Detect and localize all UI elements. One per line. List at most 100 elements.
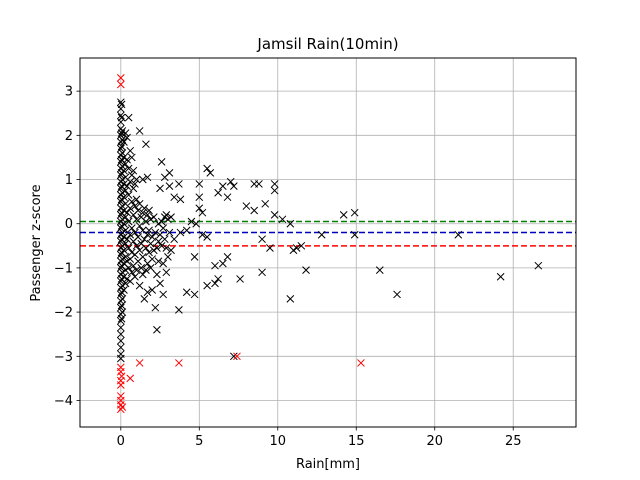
point-normal <box>176 228 185 237</box>
point-normal <box>142 266 150 274</box>
point-outlier <box>116 80 125 89</box>
point-outlier <box>126 374 135 383</box>
point-normal <box>129 184 138 193</box>
point-normal <box>270 180 279 188</box>
y-tick-label: 1 <box>65 173 73 188</box>
point-normal <box>143 288 152 297</box>
y-tick-label: −4 <box>54 394 73 409</box>
point-normal <box>145 248 153 257</box>
point-normal <box>153 270 161 279</box>
point-normal <box>195 180 204 188</box>
point-normal <box>229 182 238 191</box>
point-normal <box>393 290 401 299</box>
point-normal <box>116 171 125 179</box>
point-normal <box>121 279 130 288</box>
point-normal <box>162 244 171 252</box>
point-normal <box>156 279 164 288</box>
point-normal <box>116 184 125 193</box>
y-axis-label: Passenger z-score <box>29 184 44 301</box>
point-normal <box>132 241 141 250</box>
point-outlier <box>116 381 125 389</box>
point-normal <box>162 211 171 219</box>
point-normal <box>278 215 287 224</box>
point-normal <box>165 182 174 191</box>
point-normal <box>123 208 131 217</box>
point-normal <box>127 153 136 162</box>
point-normal <box>121 253 130 261</box>
point-normal <box>159 290 168 299</box>
point-normal <box>123 235 131 244</box>
point-normal <box>116 330 125 339</box>
point-normal <box>124 113 133 122</box>
point-outlier <box>117 372 126 381</box>
point-normal <box>134 233 142 241</box>
point-normal <box>121 129 130 137</box>
point-normal <box>117 100 126 109</box>
point-normal <box>132 175 141 184</box>
point-normal <box>123 182 131 191</box>
data-points <box>116 74 543 414</box>
point-normal <box>175 306 183 314</box>
point-normal <box>182 226 191 235</box>
point-normal <box>121 239 130 248</box>
point-normal <box>214 188 222 197</box>
point-normal <box>496 272 505 281</box>
point-normal <box>182 288 191 297</box>
point-normal <box>211 279 219 288</box>
point-normal <box>116 323 125 332</box>
point-normal <box>153 244 161 252</box>
point-normal <box>167 246 175 255</box>
point-normal <box>121 160 130 168</box>
point-normal <box>162 268 171 277</box>
point-normal <box>218 259 227 268</box>
point-normal <box>117 314 126 323</box>
x-tick-label: 25 <box>505 434 522 449</box>
point-normal <box>124 244 133 252</box>
point-normal <box>261 199 270 208</box>
point-normal <box>143 173 152 182</box>
point-normal <box>170 235 179 244</box>
point-normal <box>138 253 147 261</box>
point-outlier <box>116 74 125 82</box>
point-normal <box>236 275 244 283</box>
point-normal <box>143 211 152 219</box>
point-normal <box>223 193 232 202</box>
point-normal <box>116 144 125 153</box>
x-tick-label: 15 <box>348 434 365 449</box>
point-normal <box>223 253 232 261</box>
point-normal <box>138 270 147 279</box>
point-normal <box>164 253 172 261</box>
point-normal <box>266 244 274 252</box>
point-outlier <box>175 359 183 367</box>
y-tick-label: −3 <box>54 350 73 365</box>
y-tick-label: 3 <box>65 85 73 100</box>
point-normal <box>203 164 211 173</box>
x-tick-label: 20 <box>426 434 443 449</box>
point-normal <box>258 268 266 277</box>
point-normal <box>454 230 463 239</box>
point-normal <box>121 213 130 221</box>
point-normal <box>127 268 136 277</box>
point-normal <box>135 246 144 255</box>
x-tick-label: 5 <box>195 434 203 449</box>
point-normal <box>198 208 207 217</box>
point-normal <box>116 224 125 232</box>
point-normal <box>116 237 125 246</box>
point-normal <box>116 250 125 259</box>
point-normal <box>297 241 306 250</box>
point-normal <box>159 259 168 268</box>
point-normal <box>140 204 149 213</box>
point-normal <box>142 140 150 149</box>
point-normal <box>159 224 168 232</box>
point-normal <box>132 215 141 224</box>
plot-frame <box>79 57 577 428</box>
point-normal <box>129 166 138 175</box>
point-normal <box>137 264 146 272</box>
point-normal <box>148 255 157 263</box>
point-normal <box>135 222 144 230</box>
point-normal <box>116 264 125 272</box>
point-normal <box>140 235 149 244</box>
point-normal <box>124 264 133 272</box>
point-normal <box>176 195 185 204</box>
point-normal <box>198 230 207 239</box>
